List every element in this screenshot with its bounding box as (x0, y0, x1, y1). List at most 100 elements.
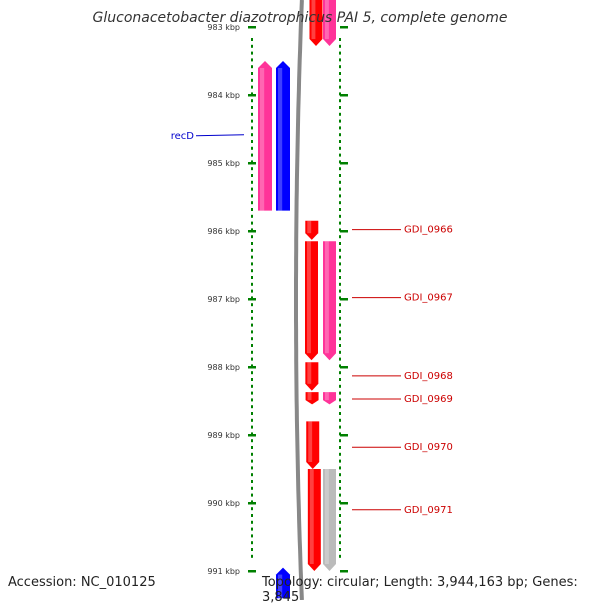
guide-dot (339, 133, 341, 137)
guide-dot (339, 187, 341, 191)
gene-feature-fwd-cds[interactable] (309, 0, 323, 47)
guide-dot (339, 282, 341, 286)
gene-feature-rev-gene[interactable] (258, 61, 272, 211)
guide-dot (339, 235, 341, 239)
gene-label-GDI_0969[interactable]: GDI_0969 (404, 394, 453, 405)
guide-dot (339, 452, 341, 456)
backbone (294, 0, 304, 600)
guide-dot (339, 534, 341, 538)
guide-dot (251, 119, 253, 123)
genome-summary: Topology: circular; Length: 3,944,163 bp… (262, 575, 578, 605)
gene-label-GDI_0970[interactable]: GDI_0970 (404, 442, 453, 453)
guide-dot (251, 167, 253, 171)
guide-dot (251, 99, 253, 103)
guide-dot (251, 357, 253, 361)
guide-dot (339, 405, 341, 409)
guide-dot (339, 527, 341, 531)
guide-dot (251, 133, 253, 137)
guide-dot (339, 500, 341, 504)
gene-label-GDI_0967[interactable]: GDI_0967 (404, 293, 453, 304)
guide-dot (251, 38, 253, 41)
guide-dot (251, 160, 253, 164)
guide-dot (339, 228, 341, 232)
dotted-guides (251, 38, 341, 558)
ruler-tick-right (340, 94, 348, 97)
guide-dot (339, 248, 341, 252)
guide-dot (339, 65, 341, 69)
guide-dot (251, 112, 253, 116)
gene-feature-fwd-cds[interactable] (305, 392, 319, 405)
guide-dot (339, 398, 341, 402)
gene-feature-fwd-gene[interactable] (323, 392, 336, 405)
gene-label-GDI_0971[interactable]: GDI_0971 (404, 505, 453, 516)
map-title: Gluconacetobacter diazotrophicus PAI 5, … (92, 10, 508, 26)
ruler-tick-right (340, 434, 348, 437)
guide-dot (251, 507, 253, 511)
genome-backbone (294, 0, 304, 600)
guide-dot (251, 255, 253, 259)
gene-label-GDI_0968[interactable]: GDI_0968 (404, 371, 453, 382)
guide-dot (251, 330, 253, 334)
guide-dot (339, 493, 341, 497)
guide-dot (251, 214, 253, 218)
guide-dot (251, 44, 253, 48)
guide-dot (251, 548, 253, 551)
guide-dot (339, 112, 341, 116)
guide-dot (339, 371, 341, 375)
gene-feature-fwd-cds[interactable] (305, 362, 319, 391)
ruler-tick-right (340, 162, 348, 165)
ruler-tick-right (340, 26, 348, 29)
gene-feature-fwd-cds[interactable] (305, 241, 319, 361)
ruler-tick (248, 162, 256, 165)
gene-feature-fwd-gene[interactable] (323, 241, 336, 361)
guide-dot (251, 235, 253, 239)
guide-dot (251, 391, 253, 395)
guide-dot (251, 187, 253, 191)
guide-dot (251, 500, 253, 504)
guide-dot (251, 51, 253, 55)
guide-dot (251, 378, 253, 381)
gene-label-recD[interactable]: recD (171, 131, 195, 142)
ruler-tick-label: 988 kbp (207, 363, 240, 372)
guide-dot (251, 276, 253, 279)
guide-dot (339, 378, 341, 381)
ruler-tick-label: 983 kbp (207, 23, 240, 32)
guide-dot (339, 412, 341, 415)
guide-dot (339, 119, 341, 123)
gene-label-GDI_0966[interactable]: GDI_0966 (404, 225, 453, 236)
guide-dot (251, 78, 253, 82)
gene-feature-rev-cds[interactable] (276, 61, 290, 211)
guide-dot (339, 514, 341, 517)
guide-dot (251, 85, 253, 89)
guide-dot (251, 486, 253, 490)
guide-dot (251, 554, 253, 558)
gene-feature-fwd-cds[interactable] (307, 469, 321, 571)
guide-dot (339, 541, 341, 545)
guide-dot (339, 507, 341, 511)
guide-dot (251, 520, 253, 524)
guide-dot (339, 310, 341, 313)
gene-feature-fwd-gene[interactable] (323, 469, 336, 571)
labels: recD GDI_0966 GDI_0967 GDI_0968 GDI_0969 GDI_… (171, 131, 453, 516)
ruler-tick-label: 991 kbp (207, 567, 240, 576)
ruler-tick (248, 502, 256, 505)
ruler-tick-label: 985 kbp (207, 159, 240, 168)
guide-dot (251, 371, 253, 375)
gene-feature-fwd-gene[interactable] (323, 0, 336, 47)
gene-feature-fwd-cds[interactable] (305, 220, 319, 240)
guide-dot (339, 330, 341, 334)
gene-feature-fwd-cds[interactable] (306, 421, 320, 469)
ruler-tick (248, 230, 256, 233)
ruler-tick-right (340, 570, 348, 573)
guide-dot (339, 425, 341, 429)
guide-dot (339, 208, 341, 211)
ruler-tick-label: 986 kbp (207, 227, 240, 236)
gene-feature-rev-cds[interactable] (276, 567, 290, 599)
guide-dot (251, 316, 253, 320)
guide-dot (339, 38, 341, 41)
guide-dot (339, 174, 341, 177)
guide-dot (251, 541, 253, 545)
guide-dot (251, 180, 253, 184)
guide-dot (251, 153, 253, 157)
ruler-tick-right (340, 502, 348, 505)
